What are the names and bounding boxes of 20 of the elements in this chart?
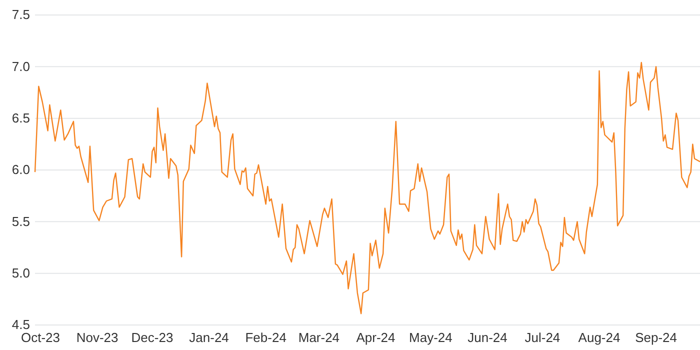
- y-tick-label: 5.5: [12, 214, 30, 229]
- x-tick-label: Jul-24: [524, 330, 560, 346]
- x-tick-label: May-24: [409, 330, 452, 346]
- y-tick-label: 7.0: [12, 58, 30, 74]
- x-tick-label: Dec-23: [131, 330, 174, 346]
- line-series: [34, 62, 700, 314]
- x-tick-label: Jan-24: [189, 330, 229, 346]
- x-tick-label: Oct-23: [20, 330, 60, 346]
- x-tick-label: Apr-24: [356, 330, 396, 346]
- x-tick-label: Nov-23: [76, 330, 118, 346]
- x-tick-label: Jun-24: [468, 330, 508, 346]
- y-tick-label: 4.5: [12, 317, 30, 332]
- x-tick-label: Feb-24: [245, 330, 286, 346]
- y-tick-label: 7.5: [12, 7, 30, 22]
- x-tick-label: Mar-24: [298, 330, 340, 346]
- y-tick-label: 5.0: [12, 265, 30, 280]
- y-tick-label: 6.5: [12, 110, 30, 126]
- x-tick-label: Sep-24: [635, 330, 677, 346]
- y-tick-label: 6.0: [12, 162, 30, 178]
- x-tick-label: Aug-24: [578, 330, 620, 346]
